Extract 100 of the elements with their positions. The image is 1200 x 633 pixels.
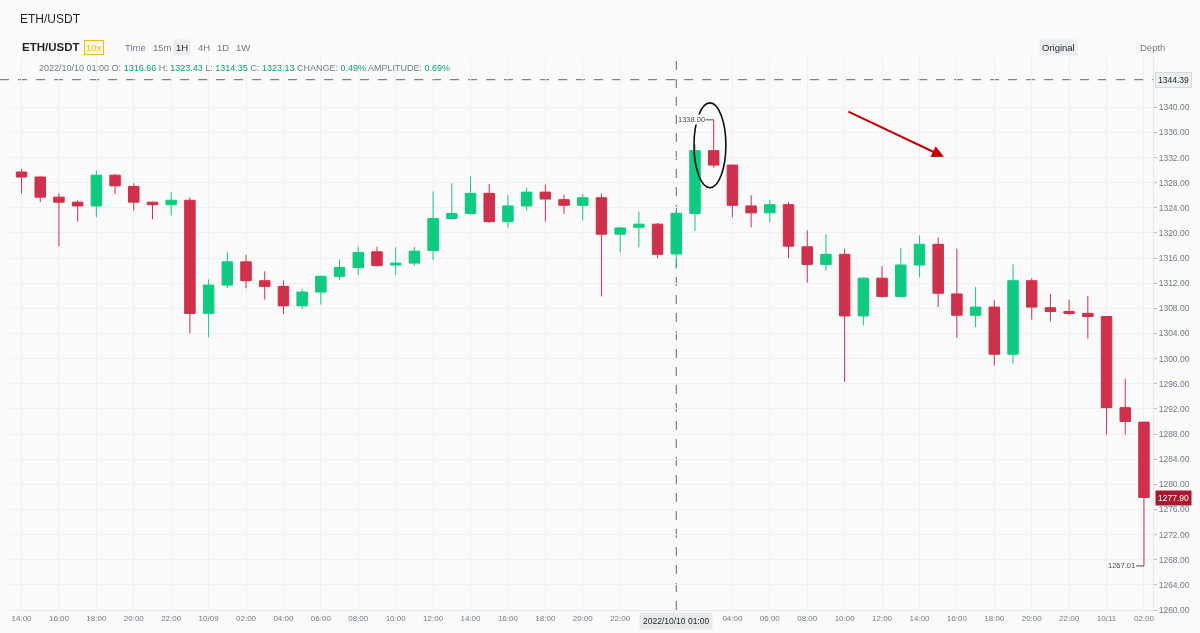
text: 4H bbox=[198, 42, 211, 53]
candlestick bbox=[633, 211, 645, 248]
x-tick-label: 14:00 bbox=[460, 613, 482, 623]
candlestick bbox=[595, 192, 608, 297]
y-tick-label: 1260.00 bbox=[1158, 604, 1190, 615]
text: ETH/USDT bbox=[20, 12, 81, 26]
x-tick-label: 20:00 bbox=[572, 613, 594, 623]
candlestick bbox=[1007, 263, 1019, 365]
candlestick bbox=[146, 201, 159, 220]
y-tick-label: 1268.00 bbox=[1158, 554, 1190, 565]
text: 2022/10/10 01:00 O: 1316.66 H: 1323.43 L: 1314.35 C: 1323.13 CHANGE: 0.49% AMPLITUDE: 0.69% bbox=[39, 63, 451, 73]
candlestick bbox=[838, 248, 851, 383]
y-tick-label: 1284.00 bbox=[1158, 454, 1190, 465]
text: 1H bbox=[176, 42, 189, 53]
x-tick-label: 10/11 bbox=[1096, 613, 1117, 623]
x-tick-label: 02:00 bbox=[236, 613, 257, 623]
text: Time bbox=[125, 42, 146, 53]
x-tick-label: 12:00 bbox=[872, 613, 893, 623]
x-tick-label: 04:00 bbox=[273, 613, 294, 623]
candlestick bbox=[895, 247, 907, 298]
candlestick bbox=[857, 277, 870, 326]
y-tick-label: 1304.00 bbox=[1158, 328, 1190, 339]
candlestick bbox=[464, 175, 477, 216]
y-tick-label: 1336.00 bbox=[1158, 127, 1190, 138]
candlestick bbox=[651, 222, 664, 259]
x-tick-label: 20:00 bbox=[1021, 613, 1043, 623]
y-tick-label: 1340.00 bbox=[1158, 102, 1190, 113]
candlestick bbox=[446, 182, 458, 220]
candlestick bbox=[389, 246, 402, 276]
candlestick bbox=[577, 193, 589, 221]
x-tick-label: 22:00 bbox=[1059, 613, 1080, 623]
x-tick-label: 22:00 bbox=[610, 613, 631, 623]
candlestick bbox=[726, 163, 739, 218]
candlestick bbox=[951, 248, 963, 339]
y-tick-label: 1308.00 bbox=[1158, 303, 1190, 314]
candlestick bbox=[109, 173, 121, 195]
annotation: 1277.90 bbox=[1158, 493, 1189, 503]
x-tick-label: 10:00 bbox=[834, 613, 856, 623]
candlestick bbox=[371, 246, 383, 267]
y-tick-label: 1332.00 bbox=[1158, 152, 1190, 163]
candlestick bbox=[1082, 295, 1094, 340]
x-tick-label: 16:00 bbox=[48, 613, 70, 623]
candlestick bbox=[1100, 315, 1113, 436]
y-tick-label: 1316.00 bbox=[1158, 253, 1190, 264]
text: 15m bbox=[153, 42, 172, 53]
y-tick-label: 1292.00 bbox=[1158, 403, 1190, 414]
y-tick-label: 1320.00 bbox=[1158, 227, 1190, 238]
x-tick-label: 06:00 bbox=[310, 613, 332, 623]
y-tick-label: 1296.00 bbox=[1158, 378, 1190, 389]
candlestick bbox=[90, 170, 103, 218]
candlestick bbox=[34, 175, 46, 203]
candlestick bbox=[128, 182, 140, 211]
text: 1D bbox=[217, 42, 230, 53]
y-tick-label: 1264.00 bbox=[1158, 579, 1190, 590]
candlestick bbox=[296, 288, 308, 310]
candlestick bbox=[1044, 293, 1057, 323]
x-tick-label: 02:00 bbox=[1133, 613, 1155, 623]
candlestick bbox=[352, 246, 364, 276]
candlestick bbox=[165, 191, 177, 216]
y-tick-label: 1300.00 bbox=[1158, 353, 1190, 364]
y-tick-label: 1312.00 bbox=[1158, 278, 1190, 289]
candlestick bbox=[913, 234, 926, 279]
candlestick bbox=[689, 143, 701, 232]
x-tick-label: 22:00 bbox=[161, 613, 182, 623]
y-tick-label: 1288.00 bbox=[1158, 429, 1190, 440]
y-tick-label: 1272.00 bbox=[1158, 529, 1190, 540]
candlestick bbox=[221, 251, 234, 289]
candlestick bbox=[782, 201, 795, 259]
y-tick-label: 1324.00 bbox=[1158, 202, 1190, 213]
candlestick bbox=[277, 280, 290, 315]
candlestick bbox=[558, 194, 570, 215]
x-tick-label: 18:00 bbox=[535, 613, 556, 623]
candlestick bbox=[876, 265, 888, 299]
candlestick bbox=[15, 168, 28, 194]
chart-title: ETH/USDT bbox=[22, 41, 80, 54]
candlestick bbox=[520, 187, 533, 211]
candlestick bbox=[707, 119, 720, 169]
x-tick-label: 10:00 bbox=[385, 613, 407, 623]
candlestick bbox=[1119, 378, 1131, 436]
candlestick bbox=[184, 196, 196, 334]
y-tick-label: 1276.00 bbox=[1158, 504, 1190, 515]
x-tick-label: 12:00 bbox=[423, 613, 444, 623]
x-tick-label: 08:00 bbox=[797, 613, 818, 623]
x-tick-label: 20:00 bbox=[123, 613, 145, 623]
candlestick bbox=[1025, 277, 1038, 321]
candlestick bbox=[1063, 299, 1075, 316]
candlestick bbox=[745, 194, 757, 228]
x-tick-label: 18:00 bbox=[984, 613, 1005, 623]
candlestick bbox=[502, 194, 514, 228]
candlestick bbox=[801, 229, 813, 284]
x-tick-label: 04:00 bbox=[722, 613, 743, 623]
text: 10x bbox=[86, 42, 102, 53]
text: Original bbox=[1042, 42, 1075, 53]
y-tick-label: 1280.00 bbox=[1158, 479, 1190, 490]
candlestick bbox=[932, 236, 944, 308]
x-tick-label: 10/09 bbox=[198, 613, 220, 623]
ref-line-label: 1344.39 bbox=[1158, 75, 1189, 85]
text: 1W bbox=[236, 42, 251, 53]
x-tick-label: 14:00 bbox=[11, 613, 33, 623]
candlestick bbox=[969, 286, 982, 328]
